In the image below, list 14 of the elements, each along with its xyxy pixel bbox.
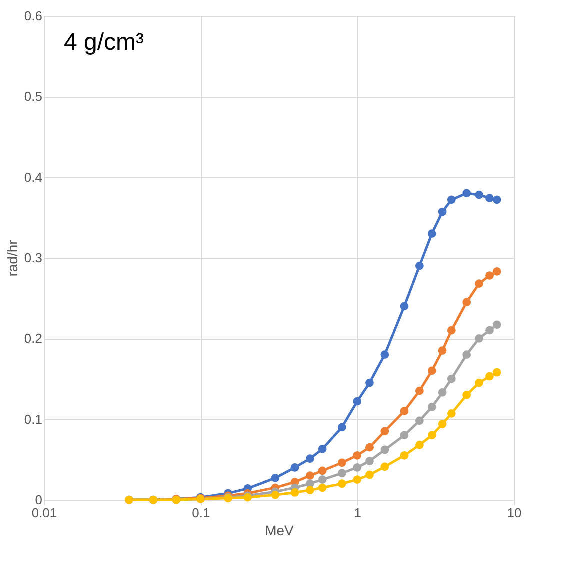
x-tick-label: 0.01 <box>32 506 58 520</box>
y-tick-label: 0.6 <box>24 8 42 24</box>
x-tick-label: 10 <box>507 506 522 520</box>
y-axis-title: rad/hr <box>4 240 20 277</box>
y-tick-label: 0.2 <box>24 331 42 346</box>
x-tick-label: 0.1 <box>192 506 210 520</box>
x-tick-label: 1 <box>354 506 362 520</box>
x-axis-title: MeV <box>265 522 295 538</box>
y-tick-label: 0.3 <box>24 250 42 266</box>
annotation: 4 g/cm³ <box>64 29 144 56</box>
y-tick-label: 0.1 <box>24 412 42 427</box>
y-tick-label: 0.5 <box>24 89 42 104</box>
y-tick-label: 0.4 <box>24 170 42 185</box>
y-tick-label: 0 <box>35 492 42 508</box>
